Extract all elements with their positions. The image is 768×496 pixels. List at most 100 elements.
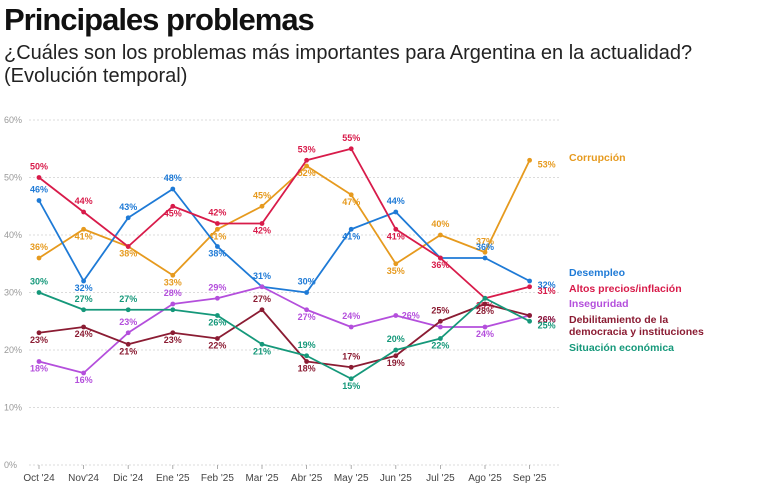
data-point (348, 146, 354, 152)
data-label: 23% (30, 335, 48, 345)
data-point (527, 284, 532, 290)
data-point (527, 318, 532, 324)
data-label: 37% (476, 236, 494, 246)
data-label: 22% (431, 341, 449, 351)
data-label: 28% (476, 306, 494, 316)
data-point (215, 336, 220, 341)
data-point (482, 255, 488, 261)
data-label: 20% (387, 334, 405, 344)
data-label: 29% (208, 282, 226, 292)
data-label: 30% (298, 277, 316, 287)
data-label: 41% (208, 231, 226, 241)
data-point (348, 192, 354, 198)
data-label: 41% (387, 231, 405, 241)
data-label: 41% (75, 231, 93, 241)
data-label: 46% (30, 185, 48, 195)
data-label: 47% (342, 197, 360, 207)
data-point (393, 347, 399, 353)
data-label: 32% (75, 283, 93, 293)
data-point (259, 284, 265, 290)
data-label: 32% (538, 280, 556, 290)
data-point (304, 163, 309, 169)
x-tick-label: Nov'24 (68, 473, 99, 484)
data-point (81, 307, 86, 313)
series-line (38, 285, 530, 374)
data-point (170, 301, 176, 307)
data-label: 19% (387, 358, 405, 368)
data-point (81, 324, 86, 330)
data-label: 40% (431, 219, 449, 229)
data-point (393, 261, 399, 267)
series-line (38, 303, 530, 369)
x-tick-label: Ene '25 (156, 473, 190, 484)
series-name-label: Situación económica (569, 342, 674, 354)
x-tick-label: Jun '25 (380, 473, 412, 484)
y-tick-label: 40% (4, 230, 22, 240)
data-label: 21% (253, 346, 271, 356)
data-point (170, 307, 176, 313)
data-point (393, 353, 399, 359)
data-point (259, 221, 265, 226)
data-label: 16% (75, 375, 93, 385)
data-label: 18% (30, 364, 48, 374)
data-label: 27% (253, 294, 271, 304)
data-label: 27% (75, 294, 93, 304)
data-point (393, 209, 399, 215)
series-name-label: Altos precios/inflación (569, 283, 682, 295)
y-tick-label: 60% (4, 115, 22, 125)
data-point (527, 157, 532, 163)
data-label: 23% (164, 335, 182, 345)
data-point (348, 226, 354, 232)
data-point (125, 307, 131, 313)
series-name-label: Corrupción (569, 152, 626, 164)
data-point (482, 295, 488, 301)
data-label: 30% (30, 277, 48, 287)
data-label: 36% (30, 242, 48, 252)
x-tick-label: Abr '25 (291, 473, 323, 484)
x-tick-label: Ago '25 (468, 473, 502, 484)
y-tick-label: 50% (4, 173, 22, 183)
series-line (38, 188, 531, 294)
x-tick-label: Sep '25 (513, 473, 547, 484)
data-label: 41% (342, 231, 360, 241)
data-point (527, 313, 532, 318)
data-point (36, 255, 42, 261)
x-tick-label: Feb '25 (201, 473, 234, 484)
data-label: 55% (342, 133, 360, 143)
data-point (81, 226, 86, 232)
data-label: 19% (298, 340, 316, 350)
y-tick-label: 30% (4, 288, 22, 298)
data-label: 27% (298, 312, 316, 322)
data-label: 26% (208, 318, 226, 328)
data-label: 52% (298, 168, 316, 178)
data-point (125, 215, 131, 221)
series-name-label: Debilitamiento de la (569, 314, 668, 326)
data-point (81, 370, 86, 376)
x-tick-label: Mar '25 (245, 473, 278, 484)
data-label: 45% (253, 190, 271, 200)
data-point (304, 307, 309, 313)
data-point (304, 359, 309, 364)
data-label: 25% (538, 320, 556, 330)
data-point (304, 157, 309, 163)
data-point (259, 203, 265, 209)
data-label: 36% (431, 260, 449, 270)
data-point (304, 290, 309, 295)
data-label: 28% (164, 288, 182, 298)
data-label: 48% (164, 173, 182, 183)
series-name-label: Inseguridad (569, 298, 629, 310)
x-tick-label: Oct '24 (23, 473, 55, 484)
data-point (170, 272, 176, 278)
data-point (348, 324, 354, 330)
data-point (438, 232, 443, 238)
data-label: 31% (253, 271, 271, 281)
data-point (438, 255, 443, 261)
data-label: 25% (431, 305, 449, 315)
data-point (348, 376, 354, 382)
data-label: 35% (387, 266, 405, 276)
data-point (125, 330, 131, 336)
data-label: 26% (538, 315, 556, 325)
data-point (438, 336, 443, 341)
data-label: 53% (298, 144, 316, 154)
